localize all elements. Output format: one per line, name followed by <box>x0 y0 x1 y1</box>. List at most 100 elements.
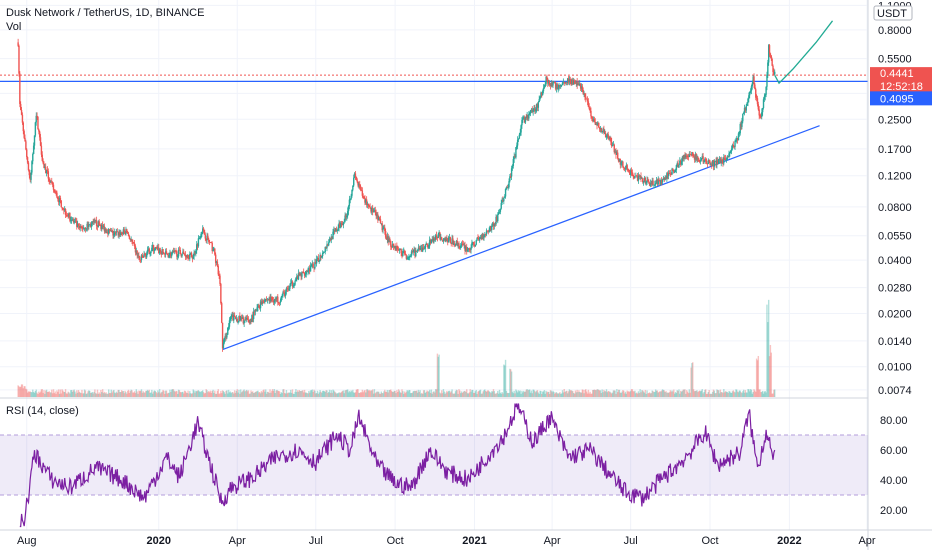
volume-bar <box>454 391 457 397</box>
volume-bar <box>540 391 542 397</box>
volume-bar <box>41 389 43 397</box>
candle-body <box>283 292 285 294</box>
volume-bar <box>511 391 514 397</box>
candle-body <box>153 250 156 251</box>
volume-bar <box>276 389 278 397</box>
volume-bar <box>20 384 23 397</box>
grid-lines <box>0 0 868 530</box>
volume-bar <box>171 389 174 397</box>
volume-bar <box>318 392 320 397</box>
candle-body <box>359 184 361 189</box>
volume-bar <box>470 391 472 397</box>
volume-bar <box>660 391 662 397</box>
candle-body <box>282 292 284 296</box>
volume-bar <box>599 390 602 397</box>
volume-label[interactable]: Vol <box>6 21 21 33</box>
rsi-label[interactable]: RSI (14, close) <box>6 405 79 417</box>
candle-body <box>321 255 323 258</box>
candle-body <box>186 255 188 257</box>
price-tick-label: 0.0100 <box>878 362 912 374</box>
candle-body <box>511 165 514 169</box>
volume-bar <box>45 389 48 397</box>
candle-body <box>109 229 112 232</box>
volume-bar <box>544 393 546 397</box>
volume-bar <box>525 389 527 397</box>
volume-bar <box>372 393 375 397</box>
candle-body <box>33 135 36 146</box>
candle-body <box>397 248 399 250</box>
candle-body <box>666 173 668 179</box>
candle-body <box>660 179 662 186</box>
volume-bar <box>447 390 450 397</box>
candle-body <box>202 228 204 232</box>
candle-body <box>723 157 725 164</box>
volume-bar <box>111 392 113 397</box>
currency-label[interactable]: USDT <box>877 8 907 20</box>
volume-bar <box>81 389 83 397</box>
candle-body <box>76 223 79 227</box>
candle-body <box>639 176 641 177</box>
candle-body <box>397 249 400 251</box>
candle-body <box>449 237 452 243</box>
volume-bar <box>316 390 319 397</box>
volume-bar <box>696 390 698 397</box>
candle-body <box>763 96 766 100</box>
volume-bar <box>655 390 658 397</box>
candle-body <box>293 284 295 286</box>
volume-bar <box>450 391 452 397</box>
time-tick-label: Oct <box>387 535 404 547</box>
candle-body <box>405 255 408 259</box>
volume-bar <box>453 393 455 397</box>
volume-bar <box>196 390 199 397</box>
volume-bar <box>763 391 766 397</box>
volume-bar <box>752 391 754 397</box>
currency-badge[interactable] <box>873 5 913 21</box>
projection-path[interactable] <box>774 20 834 85</box>
candle-body <box>291 281 294 287</box>
volume-bar <box>129 391 131 397</box>
candle-body <box>699 160 702 162</box>
chart-title[interactable]: Dusk Network / TetherUS, 1D, BINANCE <box>6 7 204 19</box>
candle-body <box>232 314 234 321</box>
volume-bar <box>675 393 678 397</box>
trendline[interactable] <box>222 125 820 351</box>
candle-body <box>627 168 629 170</box>
volume-bar <box>27 391 30 397</box>
candle-body <box>542 87 545 92</box>
volume-bar <box>265 389 267 397</box>
candle-body <box>126 232 129 234</box>
candle-body <box>379 219 382 224</box>
volume-bar <box>105 392 107 397</box>
time-tick-label: Jul <box>309 535 323 547</box>
volume-bar <box>334 392 337 397</box>
candle-body <box>600 128 603 133</box>
candle-body <box>450 242 452 245</box>
candle-body <box>391 243 394 248</box>
volume-bar <box>270 392 272 397</box>
price-axis[interactable]: 1.10000.80000.55000.35000.25000.17000.12… <box>878 0 912 397</box>
candle-body <box>569 79 571 82</box>
time-axis[interactable]: Aug 2020 Apr Jul Oct 2021 Apr Jul Oct 2022 Apr <box>17 535 876 547</box>
volume-bar <box>379 393 382 397</box>
candle-body <box>644 177 647 184</box>
candle-body <box>270 297 272 302</box>
candle-body <box>199 237 201 239</box>
candle-body <box>354 173 357 178</box>
volume-bar <box>97 393 100 397</box>
volume-bar <box>753 389 755 397</box>
volume-bar <box>520 393 522 397</box>
volume-bar <box>592 389 595 397</box>
volume-bar <box>239 393 241 397</box>
volume-bar <box>99 393 101 397</box>
volume-bar <box>651 390 653 397</box>
candle-body <box>42 160 44 164</box>
volume-bar <box>314 390 316 397</box>
candle-body <box>29 175 31 180</box>
candle-body <box>626 165 628 169</box>
volume-bar <box>255 391 257 397</box>
volume-bar <box>141 392 144 397</box>
candle-body <box>266 299 269 301</box>
candle-body <box>341 224 344 226</box>
candle-body <box>663 178 665 181</box>
